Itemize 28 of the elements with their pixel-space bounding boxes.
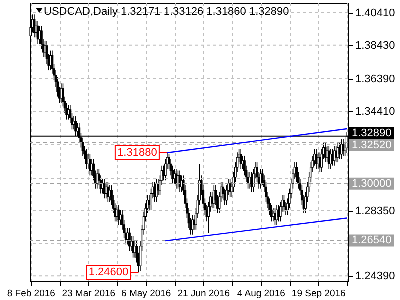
x-tick-label: 6 May 2016 bbox=[122, 288, 172, 300]
candlestick bbox=[88, 154, 92, 176]
x-tick-label: 4 Aug 2016 bbox=[237, 288, 286, 300]
candlestick bbox=[335, 146, 338, 163]
x-tick-label: 21 Jun 2016 bbox=[178, 288, 230, 300]
x-tick-label: 8 Feb 2016 bbox=[7, 288, 56, 300]
ref-line-label: 1.32890 bbox=[352, 127, 392, 140]
x-tick-label: 23 Mar 2016 bbox=[62, 288, 116, 300]
annotation: 1.24600 bbox=[88, 266, 129, 279]
candlestick bbox=[118, 204, 120, 226]
candlestick bbox=[340, 139, 343, 160]
y-tick-label: 1.36390 bbox=[356, 73, 396, 86]
y-tick-label: 1.40410 bbox=[356, 7, 396, 20]
ref-line-label: 1.26540 bbox=[352, 234, 392, 247]
chart-title: USDCAD,Daily 1.32171 1.33126 1.31860 1.32890 bbox=[44, 6, 290, 18]
y-tick-label: 1.28350 bbox=[356, 206, 396, 218]
ref-line-label: 1.30000 bbox=[352, 178, 392, 190]
y-tick-label: 1.24390 bbox=[356, 270, 396, 283]
annotation: 1.31880 bbox=[118, 147, 158, 160]
candlestick bbox=[108, 185, 112, 202]
candlestick bbox=[274, 208, 276, 226]
y-tick-label: 1.38430 bbox=[356, 40, 396, 52]
candlestick bbox=[240, 148, 242, 170]
candlestick bbox=[330, 148, 332, 170]
x-tick-label: 19 Sep 2016 bbox=[292, 288, 346, 300]
candlestick bbox=[229, 178, 232, 198]
ref-line-label: 1.32520 bbox=[352, 139, 392, 152]
y-tick-label: 1.34410 bbox=[356, 106, 396, 118]
